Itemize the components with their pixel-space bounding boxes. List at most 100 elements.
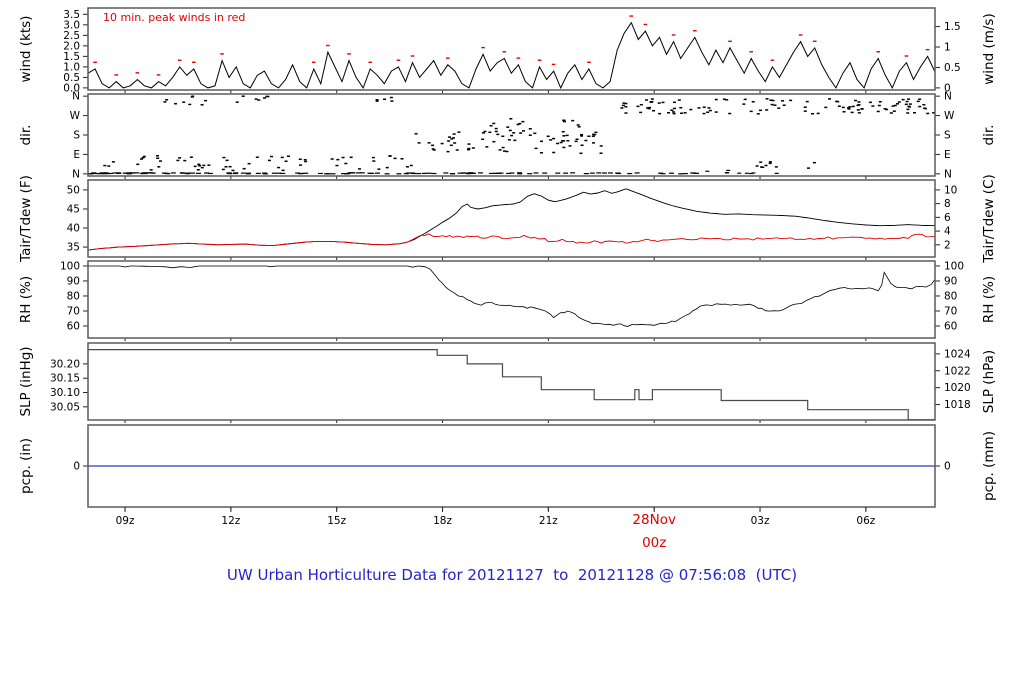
direction-point — [483, 130, 487, 133]
y-tick-label: 3.0 — [63, 19, 80, 31]
peak-dash — [798, 34, 803, 36]
direction-point — [146, 172, 152, 174]
direction-point — [539, 152, 543, 154]
direction-point — [759, 109, 763, 112]
peak-dash — [516, 57, 521, 59]
direction-point — [842, 111, 846, 113]
direction-point — [906, 98, 910, 100]
direction-point — [262, 173, 268, 175]
y-tick-label: E — [73, 149, 80, 161]
rh-border — [87, 260, 936, 339]
direction-point — [782, 104, 786, 106]
direction-point — [592, 142, 596, 144]
direction-point — [714, 111, 718, 113]
peak-dash — [587, 61, 591, 64]
direction-point — [672, 112, 676, 115]
direction-point — [621, 104, 625, 107]
direction-point — [571, 119, 575, 122]
direction-point — [868, 101, 872, 104]
direction-point — [103, 164, 107, 167]
direction-point — [108, 172, 114, 175]
direction-point — [492, 140, 496, 143]
direction-point — [496, 133, 500, 136]
direction-point — [542, 172, 548, 174]
direction-point — [615, 172, 621, 174]
direction-point — [414, 133, 418, 135]
direction-point — [725, 171, 730, 174]
peak-dash — [692, 30, 697, 32]
direction-point — [561, 130, 565, 133]
y-tick-label: 60 — [944, 320, 957, 332]
direction-point — [388, 155, 392, 157]
direction-point — [577, 126, 581, 128]
direction-point — [678, 173, 684, 175]
direction-point — [261, 172, 267, 174]
y-tick-label: 80 — [67, 290, 80, 302]
direction-point — [521, 120, 525, 123]
direction-point — [427, 142, 431, 144]
direction-point — [506, 172, 512, 175]
direction-point — [893, 104, 897, 107]
direction-point — [570, 172, 576, 174]
y-tick-label: 10 — [944, 184, 957, 196]
peak-dash — [502, 51, 507, 53]
direction-point — [743, 98, 747, 101]
direction-point — [602, 172, 608, 174]
direction-point — [803, 110, 807, 112]
direction-point — [506, 126, 510, 128]
direction-point — [163, 101, 167, 103]
direction-point — [317, 172, 323, 175]
direction-point — [255, 172, 261, 174]
dir-plot-area — [88, 95, 935, 175]
direction-point — [298, 173, 304, 175]
direction-point — [755, 165, 759, 167]
direction-point — [233, 172, 239, 174]
direction-point — [549, 139, 553, 141]
direction-point — [646, 107, 650, 109]
peak-dash — [410, 55, 415, 57]
direction-point — [636, 105, 640, 108]
direction-point — [854, 99, 858, 102]
peak-dash — [904, 55, 909, 57]
axis-title-right-temp: Tair/Tdew (C) — [981, 174, 997, 264]
direction-point — [159, 160, 163, 162]
direction-point — [416, 172, 422, 175]
direction-point — [200, 166, 204, 169]
direction-point — [330, 173, 336, 175]
direction-point — [345, 172, 351, 175]
direction-point — [556, 142, 560, 145]
wind-direction-points — [88, 95, 935, 175]
direction-point — [277, 166, 281, 169]
direction-point — [432, 149, 436, 151]
peak-dash — [114, 74, 119, 76]
direction-point — [667, 112, 671, 114]
direction-point — [471, 147, 475, 149]
direction-point — [702, 112, 706, 115]
direction-point — [926, 112, 930, 115]
direction-point — [489, 172, 495, 175]
direction-point — [247, 162, 251, 165]
direction-point — [658, 112, 662, 115]
direction-point — [565, 134, 569, 137]
direction-point — [502, 150, 506, 152]
direction-point — [885, 108, 889, 111]
peak-dash — [481, 46, 485, 49]
direction-point — [202, 164, 206, 167]
dir-border — [87, 93, 936, 177]
y-tick-label: 30.20 — [50, 358, 80, 370]
direction-point — [648, 106, 652, 109]
direction-point — [706, 111, 710, 113]
y-tick-label: 0.0 — [63, 82, 80, 94]
y-tick-label: 1018 — [944, 399, 971, 411]
direction-point — [349, 156, 353, 159]
direction-point — [485, 146, 489, 148]
direction-point — [170, 172, 176, 174]
direction-point — [836, 100, 840, 103]
direction-point — [856, 109, 860, 111]
direction-point — [789, 99, 793, 102]
direction-point — [449, 173, 455, 175]
tdew-f — [88, 233, 935, 251]
direction-point — [897, 101, 901, 103]
